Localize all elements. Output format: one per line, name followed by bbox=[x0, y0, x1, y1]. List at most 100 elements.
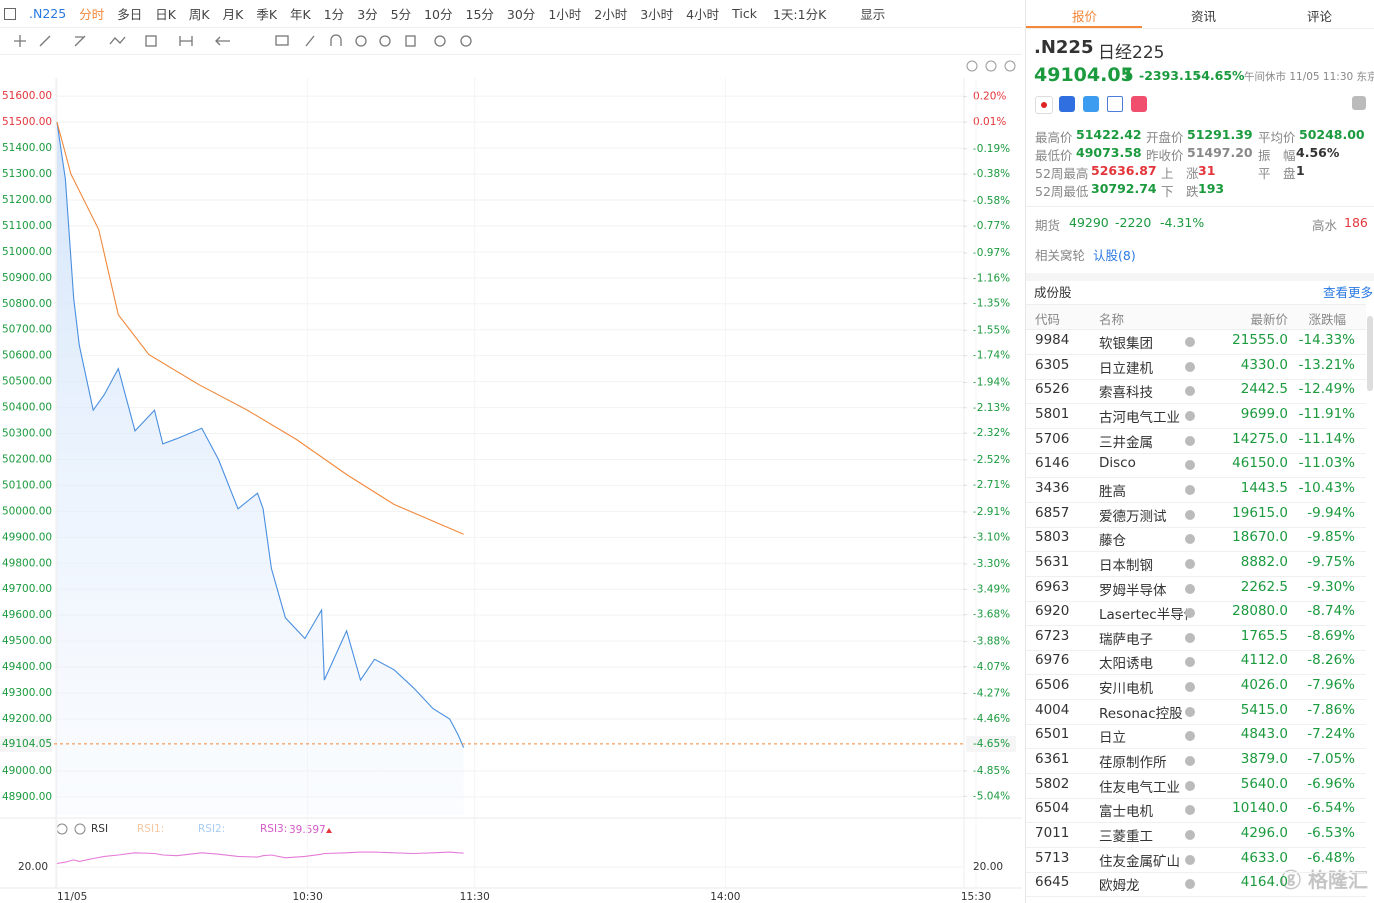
period-button[interactable]: 3分 bbox=[357, 7, 378, 22]
y-tick-label: 49900.00 bbox=[2, 531, 52, 543]
row-icon[interactable] bbox=[1185, 632, 1195, 643]
arrow-tool[interactable] bbox=[215, 36, 230, 46]
tag-icon[interactable] bbox=[1083, 96, 1099, 112]
row-icon[interactable] bbox=[1185, 608, 1195, 619]
period-button[interactable]: 1分 bbox=[323, 7, 345, 22]
period-button[interactable]: 季K bbox=[256, 7, 278, 22]
y-tick-label: 49200.00 bbox=[2, 713, 52, 725]
y2-tick-label: -4.27% bbox=[973, 688, 1010, 700]
hide-tool[interactable] bbox=[379, 35, 391, 47]
row-icon[interactable] bbox=[1185, 509, 1195, 520]
rsi-close[interactable] bbox=[74, 823, 86, 835]
more-link[interactable]: 查看更多 bbox=[1323, 285, 1374, 300]
reset-button[interactable] bbox=[966, 60, 978, 72]
y2-tick-label: -3.88% bbox=[973, 635, 1010, 647]
rsi-settings[interactable] bbox=[56, 823, 68, 835]
row-icon[interactable] bbox=[1185, 780, 1195, 791]
compare-tool[interactable] bbox=[434, 35, 446, 47]
warrants-link[interactable]: 认股(8) bbox=[1093, 248, 1136, 263]
row-icon[interactable] bbox=[1185, 583, 1195, 594]
app-icon[interactable] bbox=[1059, 96, 1075, 112]
display-menu[interactable]: 显示 bbox=[860, 7, 886, 22]
stock-name: 软银集团 bbox=[1099, 336, 1153, 352]
rsi-tick-label: 20.00 bbox=[18, 861, 48, 873]
row-icon[interactable] bbox=[1185, 337, 1195, 347]
column-header[interactable]: 最新价 bbox=[1250, 312, 1288, 327]
row-icon[interactable] bbox=[1185, 460, 1195, 471]
wave-tool[interactable] bbox=[109, 36, 126, 45]
stock-code: 5713 bbox=[1035, 849, 1070, 866]
column-header[interactable]: 涨跌幅 bbox=[1308, 312, 1346, 327]
line-tool[interactable] bbox=[39, 35, 51, 47]
stock-change: -6.96% bbox=[1307, 775, 1355, 792]
tab[interactable]: 报价 bbox=[1072, 9, 1098, 24]
period-button[interactable]: 多日 bbox=[117, 7, 143, 22]
period-button[interactable]: 4小时 bbox=[686, 7, 720, 22]
y2-tick-label: -0.19% bbox=[973, 143, 1010, 155]
pen-tool[interactable] bbox=[305, 35, 315, 47]
stock-code: 4004 bbox=[1035, 701, 1070, 718]
kline-select[interactable]: 1天:1分K bbox=[772, 7, 827, 22]
period-button[interactable]: 3小时 bbox=[640, 7, 674, 22]
panel-name: 日经225 bbox=[1098, 43, 1165, 63]
news-icon[interactable] bbox=[1107, 96, 1123, 112]
row-divider bbox=[1026, 649, 1366, 651]
period-button[interactable]: 年K bbox=[290, 7, 311, 22]
row-icon[interactable] bbox=[1185, 484, 1195, 495]
period-button[interactable]: 15分 bbox=[465, 7, 494, 22]
row-icon[interactable] bbox=[1185, 558, 1195, 569]
settings-tool[interactable] bbox=[460, 35, 472, 47]
move-tool[interactable] bbox=[14, 35, 26, 47]
last-change-box bbox=[966, 735, 1016, 752]
measure-tool[interactable] bbox=[145, 35, 157, 47]
y2-tick-label: -5.04% bbox=[973, 790, 1010, 802]
row-divider bbox=[1026, 748, 1366, 750]
stock-name: Resonac控股 bbox=[1099, 705, 1183, 722]
row-icon[interactable] bbox=[1185, 854, 1195, 865]
period-button[interactable]: 周K bbox=[188, 7, 210, 22]
tab[interactable]: 资讯 bbox=[1191, 9, 1217, 24]
zoom-out-button[interactable] bbox=[985, 60, 997, 72]
period-button[interactable]: 月K bbox=[222, 7, 244, 22]
row-icon[interactable] bbox=[1185, 682, 1195, 693]
row-icon[interactable] bbox=[1185, 386, 1195, 397]
period-button[interactable]: 2小时 bbox=[594, 7, 628, 22]
period-button[interactable]: 1小时 bbox=[548, 7, 582, 22]
row-icon[interactable] bbox=[1185, 534, 1195, 545]
row-icon[interactable] bbox=[1185, 361, 1195, 372]
channel-tool[interactable] bbox=[74, 35, 86, 47]
stock-price: 2262.5 bbox=[1240, 578, 1288, 595]
symbol[interactable]: .N225 bbox=[29, 6, 67, 21]
period-button[interactable]: 30分 bbox=[506, 7, 536, 22]
row-icon[interactable] bbox=[1185, 805, 1195, 816]
period-button[interactable]: 5分 bbox=[390, 7, 412, 22]
row-icon[interactable] bbox=[1185, 830, 1195, 840]
row-icon[interactable] bbox=[1185, 756, 1195, 767]
stock-change: -9.94% bbox=[1307, 504, 1355, 521]
row-icon[interactable] bbox=[1185, 879, 1195, 890]
period-button[interactable]: Tick bbox=[732, 6, 757, 21]
period-button[interactable]: 分时 bbox=[79, 7, 105, 22]
row-icon[interactable] bbox=[1185, 435, 1195, 446]
magnet-tool[interactable] bbox=[330, 34, 342, 46]
favorite-icon[interactable] bbox=[1131, 96, 1147, 112]
row-icon[interactable] bbox=[1185, 410, 1195, 421]
scrollbar[interactable] bbox=[1367, 316, 1373, 391]
alert-icon[interactable] bbox=[1352, 96, 1366, 110]
row-icon[interactable] bbox=[1185, 706, 1195, 717]
layout-icon[interactable] bbox=[4, 7, 16, 20]
zoom-in-button[interactable] bbox=[1004, 60, 1016, 72]
futures-price: 49290 bbox=[1069, 215, 1109, 230]
stock-code: 6645 bbox=[1035, 874, 1070, 891]
period-button[interactable]: 10分 bbox=[424, 7, 453, 22]
note-tool[interactable] bbox=[275, 35, 289, 46]
row-icon[interactable] bbox=[1185, 731, 1195, 742]
lock-tool[interactable] bbox=[355, 35, 367, 47]
tab[interactable]: 评论 bbox=[1307, 9, 1333, 24]
column-header[interactable]: 代码 bbox=[1035, 312, 1061, 327]
row-icon[interactable] bbox=[1185, 657, 1195, 668]
delete-tool[interactable] bbox=[405, 35, 416, 47]
range-tool[interactable] bbox=[179, 36, 193, 46]
column-header[interactable]: 名称 bbox=[1099, 312, 1125, 327]
period-button[interactable]: 日K bbox=[155, 7, 176, 22]
